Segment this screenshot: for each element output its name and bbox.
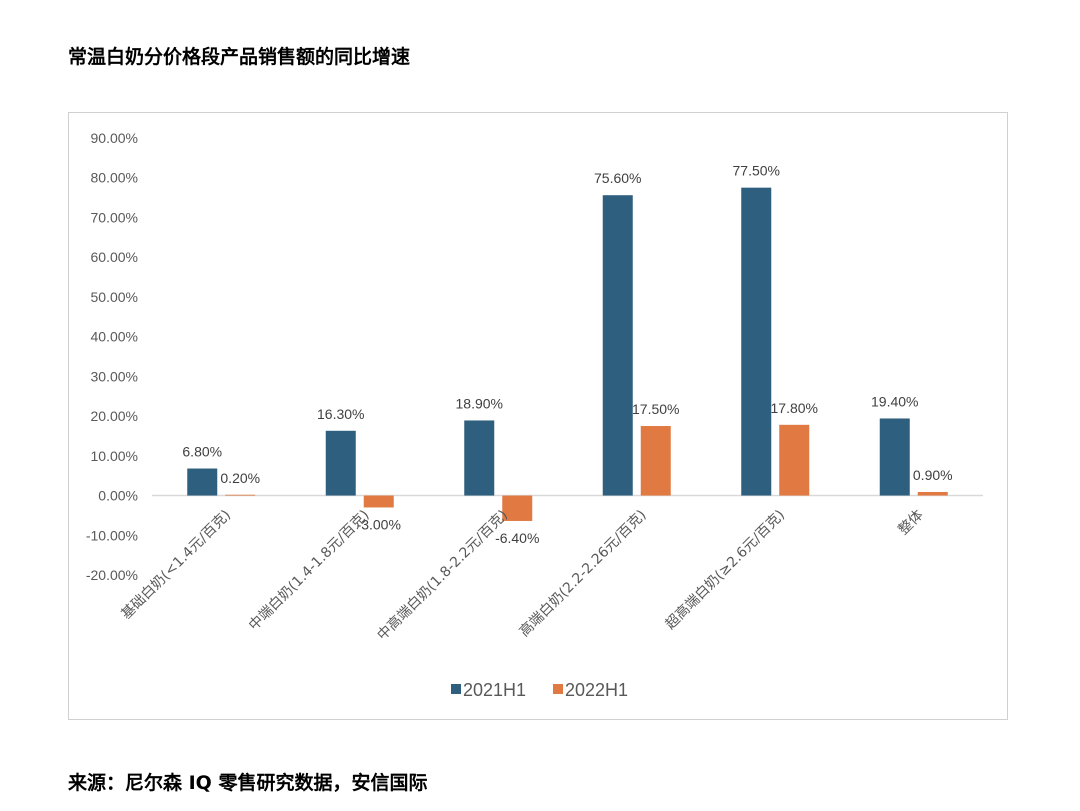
data-label: 6.80% [182,444,222,460]
bar-2021H1 [325,430,356,496]
legend-label: 2022H1 [565,680,628,700]
y-tick-label: 0.00% [98,488,138,504]
data-label: 17.50% [632,401,679,417]
bar-2022H1 [502,495,533,521]
y-tick-label: 20.00% [91,408,138,424]
data-label: 17.80% [771,400,818,416]
category-label: 中端白奶(1.4-1.8元/百克) [246,507,373,634]
data-label: 77.50% [733,163,780,179]
data-label: 16.30% [317,406,364,422]
legend-swatch [553,684,563,694]
bar-2021H1 [741,187,772,496]
bar-2022H1 [225,494,256,496]
y-tick-label: 30.00% [91,368,138,384]
data-label: 19.40% [871,393,918,409]
y-tick-label: 90.00% [91,130,138,146]
bar-2022H1 [917,491,948,496]
y-tick-label: 50.00% [91,289,138,305]
y-tick-label: 10.00% [91,448,138,464]
category-label: 超高端白奶(≥2.6元/百克) [662,506,788,632]
y-tick-label: -20.00% [86,567,138,583]
data-label: 0.20% [220,470,260,486]
bar-2022H1 [640,426,671,496]
y-tick-label: 40.00% [91,329,138,345]
category-label: 基础白奶(<1.4元/百克) [118,506,234,622]
data-label: 18.90% [456,395,503,411]
category-label: 高端白奶(2.2-2.26元/百克) [516,506,650,640]
data-label: 0.90% [913,467,953,483]
source-note: 来源：尼尔森 IQ 零售研究数据，安信国际 [68,772,428,794]
legend-swatch [451,684,461,694]
bar-2021H1 [879,418,910,496]
bar-2022H1 [779,424,810,496]
y-tick-label: 80.00% [91,170,138,186]
y-tick-label: -10.00% [86,527,138,543]
chart-frame [68,112,1008,720]
y-tick-label: 60.00% [91,249,138,265]
chart-title: 常温白奶分价格段产品销售额的同比增速 [68,46,411,68]
data-label: 75.60% [594,170,641,186]
bar-2021H1 [602,195,633,496]
data-label: -3.00% [357,516,401,532]
y-tick-label: 70.00% [91,209,138,225]
bar-2022H1 [363,495,394,508]
bar-2021H1 [187,468,218,496]
legend-label: 2021H1 [463,680,526,700]
bar-2021H1 [464,420,495,496]
data-label: -6.40% [495,530,539,546]
category-label: 整体 [895,507,926,538]
